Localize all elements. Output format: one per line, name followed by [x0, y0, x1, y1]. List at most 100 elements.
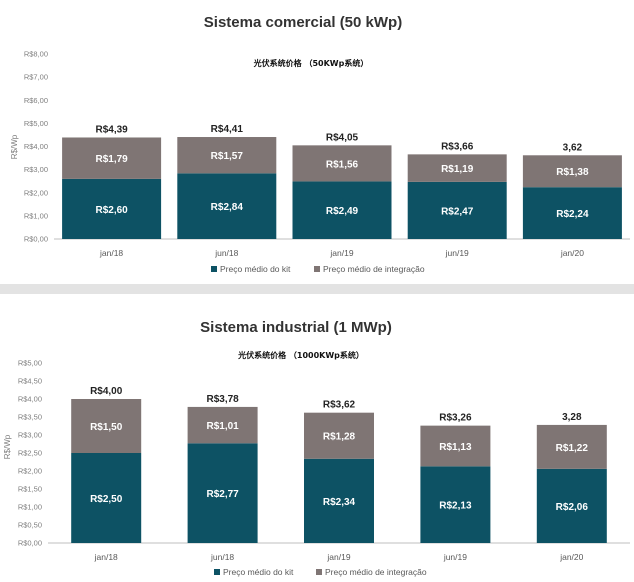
- data-label-kit: R$2,77: [206, 489, 239, 500]
- industrial-chart: Sistema industrial (1 MWp) 光伏系统价格 （1000K…: [3, 319, 630, 577]
- data-label-kit: R$2,49: [326, 206, 359, 217]
- data-label-kit: R$2,34: [323, 497, 356, 508]
- y-tick-label: R$1,50: [18, 485, 42, 494]
- data-label-kit: R$2,06: [556, 502, 589, 513]
- legend: Preço médio do kit Preço médio de integr…: [211, 264, 425, 274]
- bar-integration: [292, 145, 392, 182]
- commercial-chart: Sistema comercial (50 kWp) 光伏系统价格 （50KWp…: [10, 14, 630, 274]
- data-label-integration: R$1,22: [556, 443, 589, 454]
- x-category-label: jun/18: [210, 552, 234, 562]
- bar-kit: [407, 181, 507, 239]
- legend-swatch-kit: [211, 266, 217, 272]
- y-tick-label: R$3,00: [18, 431, 42, 440]
- data-label-integration: R$1,50: [90, 422, 123, 433]
- data-label-total: R$4,00: [90, 386, 123, 397]
- y-tick-label: R$8,00: [24, 50, 48, 59]
- y-tick-label: R$0,50: [18, 521, 42, 530]
- data-label-total: 3,28: [562, 412, 582, 423]
- commercial-chart-panel: Sistema comercial (50 kWp) 光伏系统价格 （50KWp…: [0, 0, 634, 284]
- y-tick-label: R$5,00: [24, 119, 48, 128]
- y-tick-label: R$4,00: [18, 395, 42, 404]
- data-label-kit: R$2,84: [211, 202, 244, 213]
- bar-integration: [407, 154, 507, 182]
- bar-kit: [536, 468, 607, 543]
- bar-kit: [522, 187, 622, 239]
- bar-integration: [187, 406, 258, 444]
- data-label-integration: R$1,28: [323, 432, 356, 443]
- data-label-kit: R$2,47: [441, 206, 474, 217]
- bar-kit: [292, 181, 392, 239]
- legend-label-integration: Preço médio de integração: [325, 567, 427, 577]
- bar-integration: [420, 425, 491, 467]
- y-tick-label: R$2,00: [24, 188, 48, 197]
- data-label-integration: R$1,19: [441, 164, 474, 175]
- bar-integration: [522, 155, 622, 188]
- x-category-label: jan/18: [99, 248, 123, 258]
- bar-kit: [71, 453, 142, 543]
- y-axis-label: R$/Wp: [3, 434, 12, 459]
- y-tick-label: R$5,00: [18, 359, 42, 368]
- x-category-label: jan/18: [94, 552, 118, 562]
- data-label-kit: R$2,13: [439, 501, 472, 512]
- industrial-chart-panel: Sistema industrial (1 MWp) 光伏系统价格 （1000K…: [0, 294, 634, 582]
- chart-title: Sistema comercial (50 kWp): [204, 14, 402, 31]
- legend-label-kit: Preço médio do kit: [220, 264, 291, 274]
- bar-kit: [420, 466, 491, 543]
- x-category-label: jun/19: [443, 552, 467, 562]
- x-category-label: jan/19: [329, 248, 353, 258]
- chart-marks: R$0,00 R$0,50 R$1,00 R$1,50 R$2,00 R$2,50 R$3,…: [18, 359, 630, 562]
- y-tick-label: R$3,00: [24, 165, 48, 174]
- chart-subtitle: 光伏系统价格 （1000KWp系统）: [237, 350, 364, 360]
- bar-integration: [62, 137, 162, 179]
- legend-swatch-kit: [214, 569, 220, 575]
- y-tick-label: R$0,00: [24, 235, 48, 244]
- data-label-integration: R$1,38: [556, 167, 589, 178]
- data-label-integration: R$1,79: [95, 154, 128, 165]
- chart-marks: R$0,00 R$1,00 R$2,00 R$3,00 R$4,00 R$5,00 R$6,…: [24, 50, 630, 258]
- data-label-integration: R$1,13: [439, 442, 472, 453]
- data-label-integration: R$1,56: [326, 159, 359, 170]
- data-label-total: R$4,41: [211, 124, 244, 135]
- legend: Preço médio do kit Preço médio de integr…: [214, 567, 427, 577]
- data-label-total: R$4,39: [95, 124, 128, 135]
- x-category-label: jun/19: [445, 248, 469, 258]
- bar-integration: [71, 399, 142, 453]
- y-tick-label: R$7,00: [24, 73, 48, 82]
- data-label-integration: R$1,57: [211, 151, 244, 162]
- y-tick-label: R$0,00: [18, 539, 42, 548]
- x-category-label: jun/18: [214, 248, 238, 258]
- chart-subtitle: 光伏系统价格 （50KWp系统）: [253, 58, 369, 68]
- legend-swatch-integration: [316, 569, 322, 575]
- bar-integration: [304, 412, 374, 459]
- y-tick-label: R$6,00: [24, 96, 48, 105]
- bar-integration: [536, 424, 607, 469]
- bar-kit: [304, 458, 374, 543]
- y-tick-label: R$1,00: [24, 211, 48, 220]
- y-tick-label: R$4,50: [18, 377, 42, 386]
- data-label-kit: R$2,60: [95, 205, 128, 216]
- x-category-label: jan/19: [326, 552, 350, 562]
- data-label-total: R$3,66: [441, 141, 474, 152]
- chart-title: Sistema industrial (1 MWp): [200, 319, 392, 336]
- data-label-total: R$3,26: [439, 413, 472, 424]
- y-tick-label: R$3,50: [18, 413, 42, 422]
- legend-swatch-integration: [314, 266, 320, 272]
- y-axis-label: R$/Wp: [10, 134, 19, 159]
- bar-kit: [187, 443, 258, 543]
- bar-kit: [177, 173, 277, 239]
- x-category-label: jan/20: [559, 552, 583, 562]
- data-label-kit: R$2,24: [556, 209, 589, 220]
- data-label-total: 3,62: [563, 142, 583, 153]
- x-category-label: jan/20: [560, 248, 584, 258]
- data-label-total: R$4,05: [326, 132, 359, 143]
- y-tick-label: R$1,00: [18, 503, 42, 512]
- y-tick-label: R$2,00: [18, 467, 42, 476]
- data-label-integration: R$1,01: [206, 421, 239, 432]
- y-tick-label: R$4,00: [24, 142, 48, 151]
- legend-label-integration: Preço médio de integração: [323, 264, 425, 274]
- y-tick-label: R$2,50: [18, 449, 42, 458]
- data-label-total: R$3,62: [323, 400, 356, 411]
- bar-integration: [177, 137, 277, 174]
- data-label-total: R$3,78: [206, 394, 239, 405]
- bar-kit: [62, 178, 162, 239]
